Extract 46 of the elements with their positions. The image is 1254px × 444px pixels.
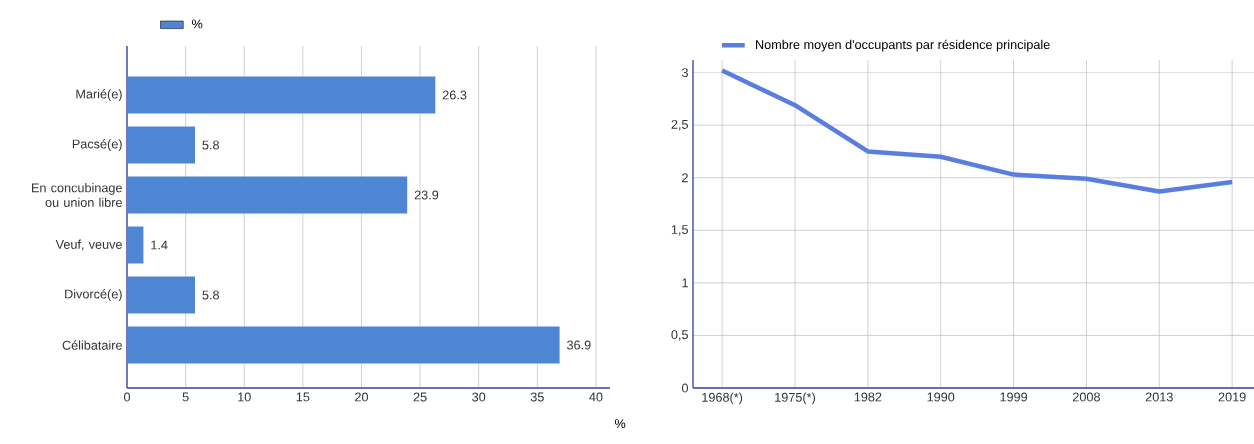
x-tick-label: 40 xyxy=(589,392,603,402)
x-tick-label: 5 xyxy=(182,392,189,402)
bar xyxy=(127,276,195,314)
data-label: 5.8 xyxy=(202,290,219,300)
x-tick-label: 20 xyxy=(355,392,369,402)
y-tick-label: 2 xyxy=(682,173,688,183)
x-tick-label: 2019 xyxy=(1218,392,1246,402)
x-tick-label: 1975(*) xyxy=(775,392,815,405)
y-tick-label: 1,5 xyxy=(671,225,688,236)
x-tick-label: 2013 xyxy=(1145,392,1173,402)
data-label: 1.4 xyxy=(151,240,168,250)
bar xyxy=(127,76,436,114)
data-label: 23.9 xyxy=(414,190,439,200)
y-tick-label: Pacsé(e) xyxy=(72,139,122,151)
legend-label: Nombre moyen d'occupants par résidence principale xyxy=(756,39,1050,52)
data-label: 5.8 xyxy=(202,140,219,150)
bar xyxy=(127,126,195,164)
x-tick-label: 1990 xyxy=(927,392,955,402)
y-tick-label: En concubinage ou union libre xyxy=(32,183,122,207)
bar xyxy=(127,176,408,214)
data-label: 36.9 xyxy=(567,340,591,350)
bar xyxy=(127,226,144,264)
y-tick-label: 0 xyxy=(681,383,689,393)
y-tick-label: 1 xyxy=(682,278,688,288)
y-tick-label: Veuf, veuve xyxy=(55,239,122,251)
y-tick-label: 2,5 xyxy=(671,119,688,131)
y-tick-label: Marié(e) xyxy=(76,89,122,101)
x-tick-label: 25 xyxy=(413,392,427,402)
bar xyxy=(127,326,560,364)
x-tick-label: 1999 xyxy=(1000,392,1028,402)
x-tick-label: 1968(*) xyxy=(702,392,743,405)
x-tick-label: 30 xyxy=(472,392,486,402)
x-tick-label: 35 xyxy=(530,392,544,402)
y-tick-label: Divorcé(e) xyxy=(65,289,122,301)
y-tick-label: 0,5 xyxy=(671,330,688,341)
y-tick-label: Célibataire xyxy=(62,340,122,350)
x-tick-label: 15 xyxy=(296,392,310,402)
legend-label: % xyxy=(192,19,203,29)
x-tick-label: 1982 xyxy=(854,392,882,402)
line-series xyxy=(719,68,1235,194)
data-label: 26.3 xyxy=(442,90,467,100)
x-tick-label: 2008 xyxy=(1072,392,1100,402)
x-tick-label: 0 xyxy=(123,392,131,402)
x-tick-label: 10 xyxy=(238,392,251,402)
x-axis-title: % xyxy=(614,419,626,429)
y-tick-label: 3 xyxy=(681,68,688,78)
